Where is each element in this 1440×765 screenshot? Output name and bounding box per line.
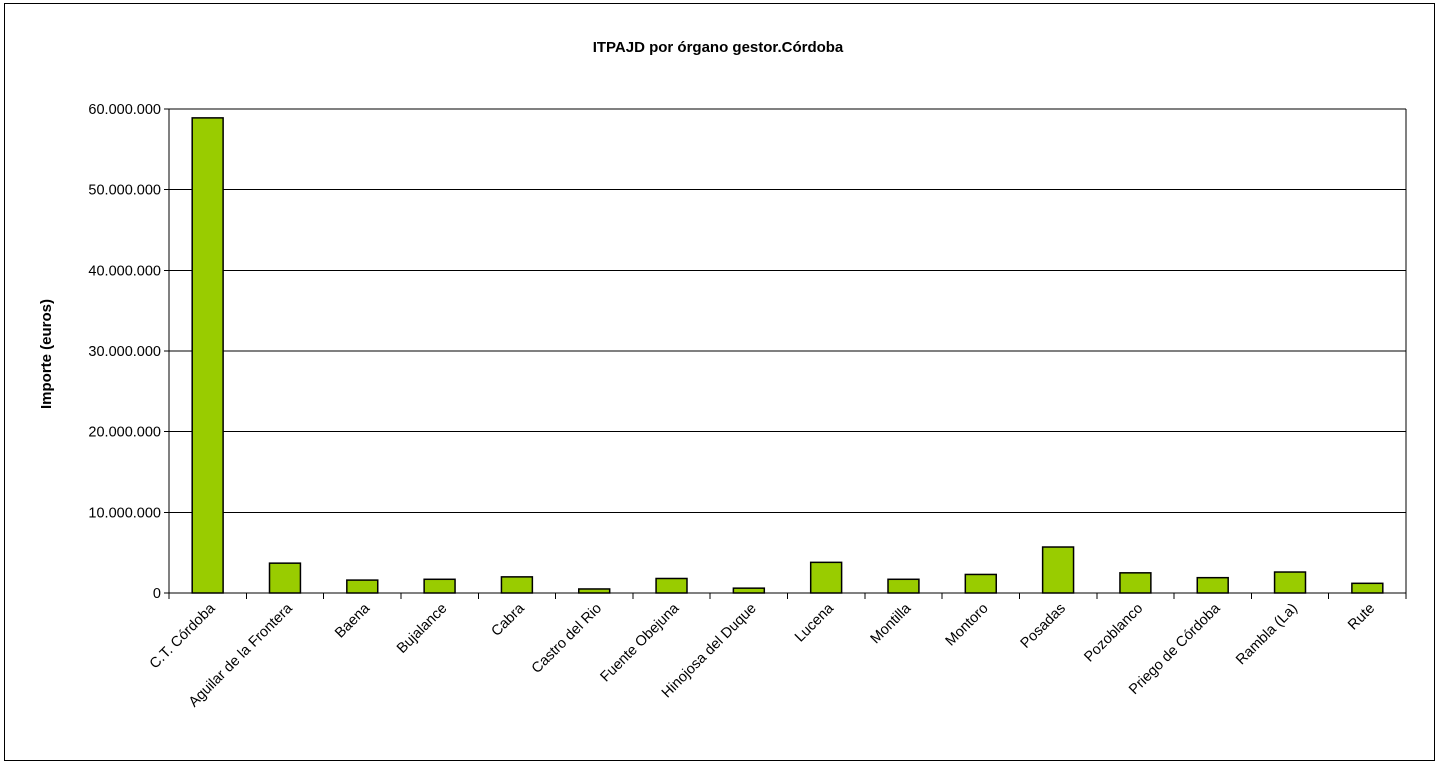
x-tick-label: Bujalance (394, 601, 450, 657)
bar (655, 577, 688, 594)
gridlines (169, 108, 1406, 513)
y-tick-label: 50.000.000 (88, 183, 161, 199)
x-tick-label: Baena (332, 600, 374, 642)
x-tick-label: C.T. Córdoba (147, 600, 219, 672)
bar (1119, 572, 1152, 594)
x-tick-label: Posadas (1018, 601, 1069, 652)
bar (732, 587, 766, 594)
bars (191, 117, 1384, 594)
bar (346, 579, 379, 594)
bar (500, 576, 534, 594)
y-tick-label: 30.000.000 (88, 344, 161, 360)
bar (887, 578, 920, 594)
bar (1041, 546, 1075, 594)
x-tick-label: Lucena (792, 600, 838, 646)
bar (191, 117, 224, 594)
bar (578, 588, 611, 594)
x-tick-label: Castro del Rio (529, 601, 605, 677)
bar (423, 578, 456, 594)
bar (809, 561, 843, 594)
y-tick-label: 10.000.000 (88, 505, 161, 521)
chart-title: ITPAJD por órgano gestor.Córdoba (593, 39, 844, 56)
x-tick-label: Fuente Obejuna (598, 600, 684, 686)
y-tick-labels: 0 10.000.000 20.000.000 30.000.000 40.000.00… (88, 102, 161, 602)
y-tick-label: 0 (153, 586, 161, 602)
y-tick-label: 40.000.000 (88, 263, 161, 279)
y-tick-label: 60.000.000 (88, 102, 161, 118)
x-tick-label: Rambla (La) (1233, 601, 1301, 669)
chart-frame: ITPAJD por órgano gestor.Córdoba Importe… (4, 3, 1435, 761)
bar (964, 573, 997, 594)
x-tick-label: Montoro (943, 601, 992, 650)
x-tick-label: Pozoblanco (1081, 601, 1146, 666)
bar (268, 562, 302, 594)
y-tick-label: 20.000.000 (88, 425, 161, 441)
bar (1196, 576, 1229, 594)
bar (1351, 582, 1384, 594)
x-tick-label: Rute (1345, 601, 1378, 634)
bar (1273, 571, 1307, 594)
bar-chart: ITPAJD por órgano gestor.Córdoba Importe… (38, 39, 1407, 711)
axes (164, 108, 1407, 599)
x-tick-label: Montilla (868, 600, 915, 647)
x-tick-label: Cabra (488, 600, 528, 640)
y-axis-title: Importe (euros) (38, 299, 55, 409)
